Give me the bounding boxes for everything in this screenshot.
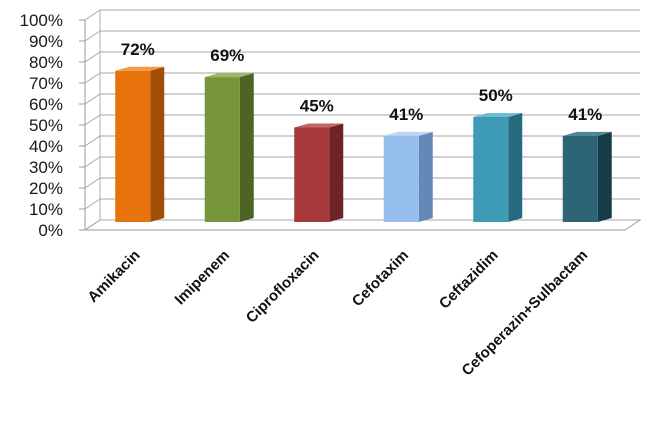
y-tick-label: 90%	[29, 32, 63, 51]
gridline	[84, 177, 640, 189]
bar-top-face	[294, 123, 344, 128]
bar-front-face	[115, 70, 151, 222]
x-tick-label: Imipenem	[172, 247, 234, 309]
x-tick-label: Ciprofloxacin	[243, 247, 323, 327]
bar-front-face	[204, 77, 240, 222]
bar-side-face	[597, 131, 612, 222]
y-tick-label: 20%	[29, 179, 63, 198]
gridline	[84, 9, 640, 21]
y-axis-tick-labels: 0% 10% 20% 30% 40% 50% 60% 70% 80% 90% 100%	[20, 11, 85, 240]
y-tick-label: 60%	[29, 95, 63, 114]
data-label: 50%	[479, 86, 513, 105]
bar-top-face	[204, 73, 254, 78]
bar-front-face	[562, 135, 598, 222]
bar-front-face	[294, 127, 330, 222]
bars	[115, 66, 612, 222]
data-label: 41%	[568, 105, 602, 124]
gridline	[84, 156, 640, 168]
bar-side-face	[329, 123, 344, 222]
bar-side-face	[418, 131, 433, 222]
chart-walls	[83, 10, 642, 231]
x-tick-label: Cefotaxim	[349, 247, 412, 310]
bar-cefotaxim	[383, 131, 433, 222]
y-tick-label: 40%	[29, 137, 63, 156]
bar-cefoperazin-sulbactam	[562, 131, 612, 222]
y-tick-label: 80%	[29, 53, 63, 72]
data-labels: 72% 69% 45% 41% 50% 41%	[121, 40, 603, 124]
bar-side-face	[508, 113, 523, 222]
bar-side-face	[150, 66, 165, 222]
data-label: 72%	[121, 40, 155, 59]
x-tick-label: Amikacin	[84, 247, 143, 306]
data-label: 41%	[389, 105, 423, 124]
y-tick-label: 70%	[29, 74, 63, 93]
bar-ceftazidim	[473, 113, 523, 222]
x-tick-label: Ceftazidim	[436, 247, 502, 313]
y-tick-label: 100%	[20, 11, 63, 30]
gridline	[84, 30, 640, 42]
gridline	[84, 219, 640, 231]
y-tick-label: 10%	[29, 200, 63, 219]
x-axis-category-labels: Amikacin Imipenem Ciprofloxacin Cefotaxim Ce…	[84, 247, 591, 380]
gridline	[84, 135, 640, 147]
bar-top-face	[562, 131, 612, 136]
gridline	[84, 93, 640, 105]
bar-top-face	[473, 113, 523, 117]
gridline	[84, 72, 640, 84]
bar-ciprofloxacin	[294, 123, 344, 222]
data-label: 69%	[210, 46, 244, 65]
bar-amikacin	[115, 66, 165, 222]
data-label: 45%	[300, 97, 334, 116]
bar-top-face	[383, 131, 433, 136]
y-tick-label: 30%	[29, 158, 63, 177]
gridline	[84, 51, 640, 63]
bar-top-face	[115, 66, 165, 71]
bar-side-face	[239, 73, 254, 222]
y-tick-label: 50%	[29, 116, 63, 135]
bar-imipenem	[204, 73, 254, 222]
bar-front-face	[473, 117, 509, 222]
gridline	[84, 198, 640, 210]
bar-front-face	[383, 135, 419, 222]
gridline	[84, 114, 640, 126]
y-tick-label: 0%	[38, 221, 63, 240]
floor	[83, 219, 642, 231]
gridlines	[84, 9, 640, 231]
